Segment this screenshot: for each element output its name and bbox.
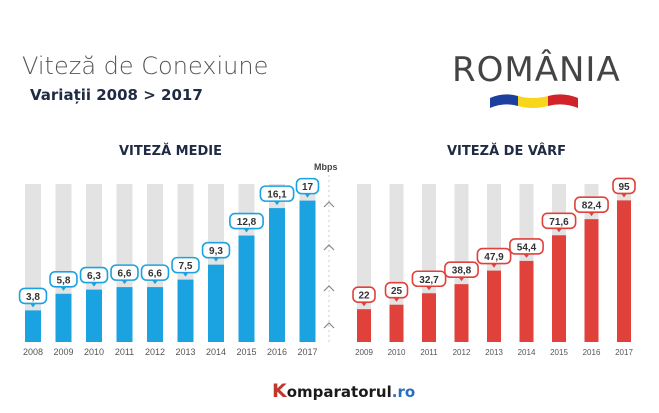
bar: [86, 289, 102, 342]
data-label-pointer: [361, 302, 367, 307]
flag-stripe-yellow: [518, 96, 548, 108]
axis-chevron-icon: [323, 244, 335, 251]
data-label-box: [476, 247, 512, 265]
data-label: 12,8: [237, 217, 257, 228]
x-tick-label: 2011: [420, 348, 438, 357]
data-label: 6,6: [118, 269, 132, 280]
axis-chevron-icon: [323, 201, 335, 208]
page-subtitle: Variații 2008 > 2017: [30, 86, 203, 104]
unit-label: Mbps: [314, 162, 338, 172]
data-label: 71,6: [549, 217, 569, 228]
bar: [238, 235, 255, 342]
x-tick-label: 2009: [53, 347, 73, 357]
data-label-pointer: [274, 201, 280, 206]
x-tick-label: 2013: [175, 347, 195, 357]
brand-logo-k: K: [272, 380, 287, 402]
x-tick-label: 2012: [453, 348, 471, 357]
data-label: 32,7: [419, 275, 439, 286]
data-label-pointer: [458, 277, 465, 282]
data-label-pointer: [121, 280, 128, 285]
data-label: 17: [302, 182, 314, 193]
data-label-pointer: [60, 286, 67, 291]
data-label: 95: [618, 182, 630, 193]
flag-stripe-blue: [490, 94, 518, 108]
bar: [116, 287, 133, 342]
data-label: 7,5: [179, 261, 193, 272]
bar: [454, 284, 469, 342]
bar: [617, 200, 631, 342]
x-tick-label: 2010: [84, 347, 104, 357]
data-label-pointer: [426, 286, 432, 291]
average-speed-chart: 3,8 2008 5,8 2009 6,3 2010 6,6 2011 6,6 2012 7,5 20…: [18, 177, 320, 357]
x-tick-label: 2014: [518, 348, 536, 357]
axis-chevron-icon: [323, 322, 335, 329]
bar: [177, 279, 194, 342]
data-label-pointer: [588, 212, 595, 217]
data-label-pointer: [393, 297, 400, 302]
bar: [422, 293, 436, 342]
chart-title-peak-speed: VITEZĂ DE VÂRF: [447, 144, 566, 159]
x-tick-label: 2014: [206, 347, 226, 357]
x-tick-label: 2017: [297, 347, 317, 357]
data-label-pointer: [182, 272, 189, 277]
data-label: 82,4: [582, 201, 602, 212]
data-label-pointer: [243, 228, 250, 233]
bar: [55, 293, 72, 342]
x-tick-label: 2012: [145, 347, 165, 357]
data-label: 54,4: [517, 242, 537, 253]
data-label: 22: [358, 291, 370, 302]
brand-logo-tld: .ro: [391, 383, 416, 401]
x-tick-label: 2008: [23, 347, 43, 357]
bar: [269, 208, 285, 342]
bar: [208, 264, 224, 342]
x-tick-label: 2016: [267, 347, 287, 357]
bar: [584, 219, 599, 342]
x-tick-label: 2016: [583, 348, 601, 357]
x-tick-label: 2013: [485, 348, 503, 357]
country-name: ROMÂNIA: [452, 50, 621, 90]
bar: [389, 304, 404, 342]
bar: [25, 310, 41, 342]
data-label: 6,3: [87, 271, 101, 282]
bar: [299, 200, 316, 342]
axis-chevron-icon: [323, 285, 335, 292]
data-label: 3,8: [26, 292, 40, 303]
bar: [487, 270, 501, 342]
data-label: 5,8: [57, 275, 71, 286]
data-label-pointer: [213, 257, 219, 262]
data-label: 47,9: [484, 252, 504, 263]
data-label-pointer: [30, 303, 36, 308]
x-tick-label: 2009: [355, 348, 373, 357]
x-tick-label: 2011: [115, 347, 134, 357]
data-label-pointer: [621, 193, 627, 198]
data-label-pointer: [152, 280, 158, 285]
data-label: 25: [391, 286, 403, 297]
page-title: Viteză de Conexiune: [22, 52, 269, 80]
brand-logo-main: omparatorul: [286, 383, 392, 401]
x-tick-label: 2015: [550, 348, 568, 357]
data-label-pointer: [491, 263, 497, 268]
bar: [147, 287, 163, 342]
x-tick-label: 2010: [388, 348, 406, 357]
flag-ribbon: [490, 94, 578, 108]
bar-track: [389, 184, 404, 342]
brand-logo: Komparatorul.ro: [272, 380, 415, 402]
data-label-pointer: [556, 228, 562, 233]
bar: [552, 235, 566, 342]
data-label-pointer: [91, 282, 97, 287]
x-tick-label: 2015: [236, 347, 256, 357]
flag-stripe-red: [548, 94, 578, 108]
data-label-pointer: [523, 253, 530, 258]
bar: [357, 309, 371, 342]
data-label: 6,6: [148, 269, 162, 280]
data-label-pointer: [304, 193, 311, 198]
bar: [519, 260, 534, 342]
peak-speed-chart: 22 2009 25 2010 32,7 2011 38,8 2012 47,9 2013 54,4…: [352, 177, 636, 357]
data-label: 38,8: [452, 266, 472, 277]
data-label: 16,1: [267, 190, 287, 201]
x-tick-label: 2017: [615, 348, 633, 357]
chart-title-average-speed: VITEZĂ MEDIE: [119, 144, 222, 159]
data-label: 9,3: [209, 246, 223, 257]
